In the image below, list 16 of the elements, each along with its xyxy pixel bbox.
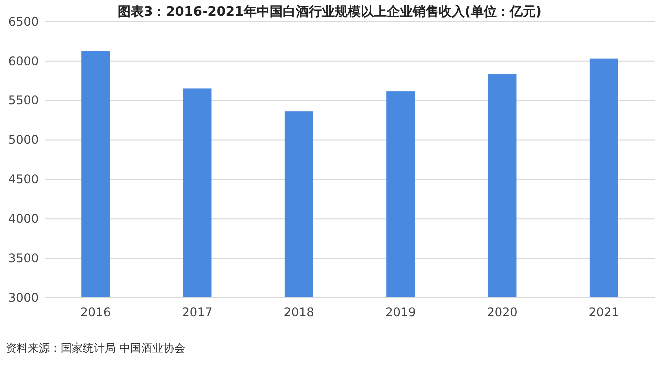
y-tick-label: 5500 bbox=[8, 94, 39, 108]
x-tick-label: 2018 bbox=[284, 306, 314, 320]
y-tick-label: 3000 bbox=[8, 290, 39, 305]
chart-title: 图表3：2016-2021年中国白酒行业规模以上企业销售收入(单位：亿元) bbox=[118, 4, 542, 20]
y-tick-label: 6500 bbox=[8, 14, 39, 29]
y-tick-label: 5000 bbox=[8, 133, 39, 148]
x-tick-label: 2020 bbox=[487, 306, 518, 320]
y-tick-label: 3500 bbox=[8, 251, 39, 266]
y-tick-label: 6000 bbox=[8, 54, 39, 68]
x-tick-label: 2016 bbox=[80, 306, 112, 320]
y-tick-label: 4000 bbox=[8, 212, 39, 226]
y-tick-label: 4500 bbox=[8, 172, 39, 187]
text: 资料来源：国家统计局 中国酒业协会 bbox=[6, 342, 186, 355]
x-tick-label: 2017 bbox=[182, 306, 213, 320]
x-tick-label: 2019 bbox=[386, 306, 416, 320]
x-tick-label: 2021 bbox=[588, 306, 620, 320]
